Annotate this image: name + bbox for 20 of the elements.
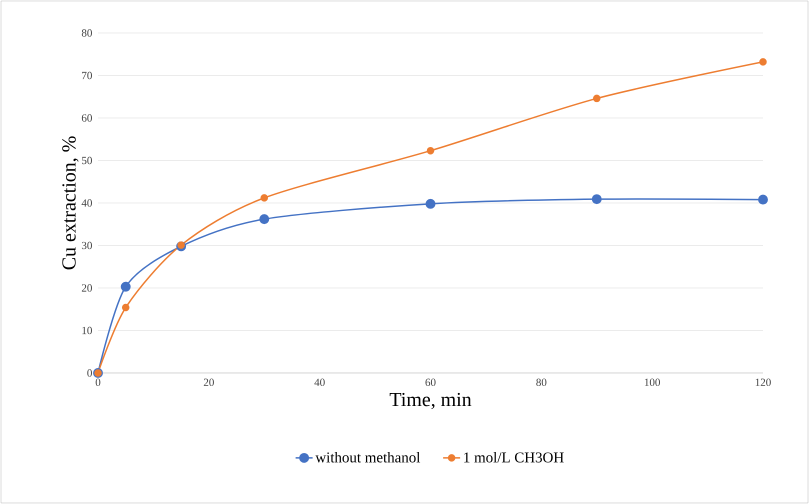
x-tick-label: 20 <box>204 378 214 386</box>
x-tick-label: 80 <box>536 378 546 386</box>
y-tick-label: 50 <box>82 156 92 164</box>
legend-label: without methanol <box>315 452 420 462</box>
x-tick-label: 120 <box>756 378 771 386</box>
x-tick-label: 100 <box>644 378 660 386</box>
y-tick-label: 70 <box>82 72 92 80</box>
y-tick-label: 30 <box>82 242 92 250</box>
legend-label: 1 mol/L CH3OH <box>464 452 564 462</box>
y-tick-label: 10 <box>82 326 92 334</box>
y-tick-label: 60 <box>82 114 92 122</box>
x-tick-label: 40 <box>314 378 325 386</box>
x-tick-label: 0 <box>96 378 100 386</box>
x-tick-label: 60 <box>426 378 436 386</box>
y-tick-label: 40 <box>82 199 92 207</box>
y-axis-title: Cu extraction, % <box>62 136 79 270</box>
y-tick-label: 80 <box>82 29 92 37</box>
y-tick-label: 20 <box>82 284 92 292</box>
y-tick-label: 0 <box>87 369 92 377</box>
x-axis-title: Time, min <box>390 392 472 410</box>
